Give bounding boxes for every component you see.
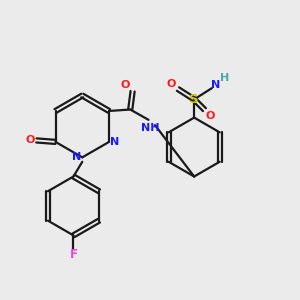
- Text: N: N: [72, 152, 82, 162]
- Text: O: O: [206, 110, 215, 121]
- Text: O: O: [25, 134, 34, 145]
- Text: F: F: [69, 248, 77, 261]
- Text: N: N: [211, 80, 220, 90]
- Text: O: O: [121, 80, 130, 90]
- Text: S: S: [189, 93, 199, 106]
- Text: H: H: [220, 73, 230, 83]
- Text: NH: NH: [141, 123, 159, 133]
- Text: O: O: [167, 79, 176, 89]
- Text: N: N: [110, 137, 119, 147]
